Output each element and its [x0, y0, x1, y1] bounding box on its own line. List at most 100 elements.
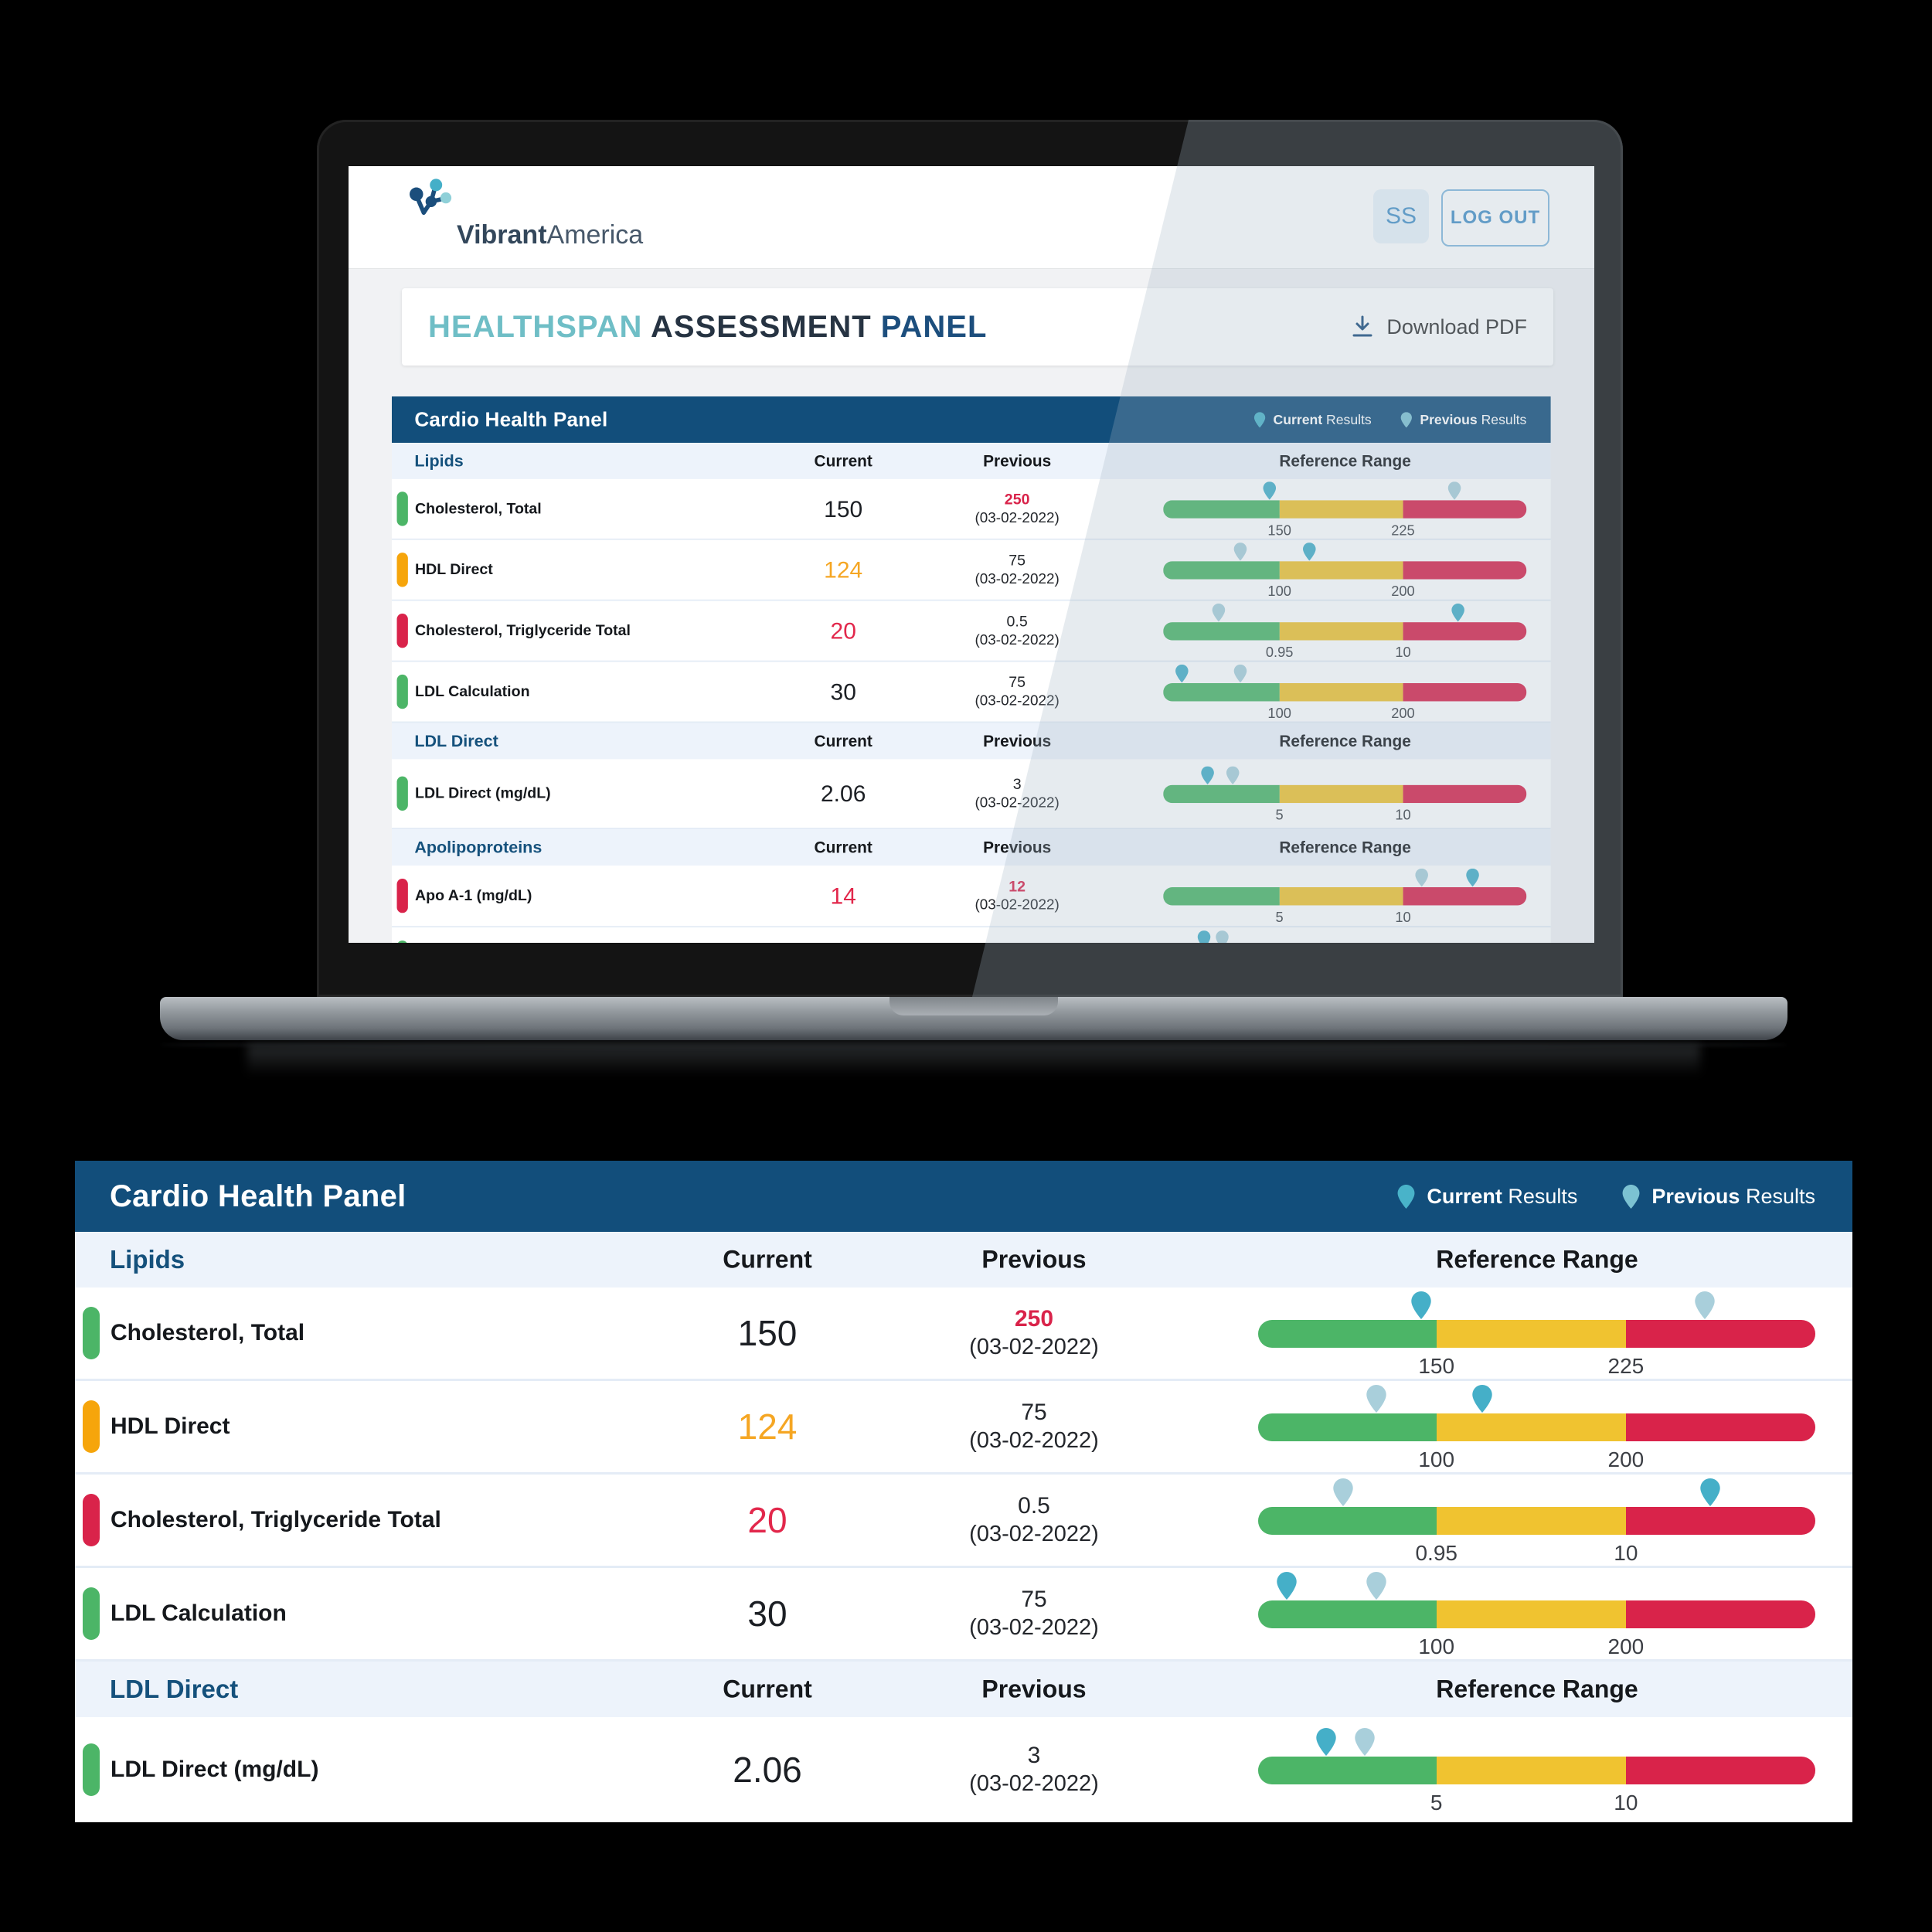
- reference-pins: [1258, 1571, 1815, 1600]
- results-legend: Current Results Previous Results: [1254, 411, 1526, 428]
- column-header-current: Current: [814, 838, 872, 856]
- column-header-ref: Reference Range: [1279, 451, 1411, 470]
- tick-label: 200: [1607, 1447, 1645, 1471]
- tick-label: 10: [1395, 644, 1411, 660]
- parameter-name: LDL Calculation: [111, 1600, 287, 1626]
- column-header-current: Current: [814, 731, 872, 750]
- yellow-segment: [1436, 1320, 1626, 1348]
- molecule-logo-icon: [410, 179, 452, 215]
- reference-ticks: 100 200: [1163, 580, 1526, 600]
- previous-date: (03-02-2022): [969, 1614, 1099, 1640]
- previous-cell: 3 (03-02-2022): [975, 775, 1059, 811]
- status-pill-green: [83, 1743, 100, 1796]
- current-value: 14: [830, 883, 856, 910]
- reference-bar: [1163, 887, 1527, 906]
- parameter-name: HDL Direct: [414, 561, 493, 578]
- previous-date: (03-02-2022): [975, 692, 1060, 709]
- reference-bar: [1163, 561, 1527, 580]
- previous-date: (03-02-2022): [975, 631, 1060, 648]
- reference-ticks: 100 200: [1163, 701, 1526, 721]
- red-segment: [1625, 1600, 1815, 1628]
- parameter-name: LDL Direct (mg/dL): [414, 784, 551, 802]
- previous-results-pin-icon: [1400, 411, 1413, 428]
- previous-result-pin-icon: [1366, 1572, 1386, 1600]
- tick-label: 10: [1395, 807, 1411, 823]
- green-segment: [1163, 500, 1280, 519]
- reference-ticks: 150 225: [1163, 519, 1526, 539]
- page-title-healthspan: HEALTHSPAN: [428, 309, 643, 344]
- reference-range: 100 200: [1258, 1571, 1815, 1658]
- download-pdf-button[interactable]: Download PDF: [1349, 314, 1527, 340]
- laptop-screen: VibrantAmerica SS LOG OUT HEALTHSPAN ASS…: [349, 166, 1594, 943]
- red-segment: [1625, 1757, 1815, 1784]
- green-segment: [1258, 1413, 1437, 1441]
- previous-result-pin-icon: [1226, 766, 1240, 785]
- reference-bar: [1163, 500, 1527, 519]
- current-result-pin-icon: [1700, 1478, 1721, 1506]
- previous-date: (03-02-2022): [969, 1334, 1099, 1359]
- reference-range: 100 200: [1258, 1384, 1815, 1471]
- brand-name: VibrantAmerica: [457, 220, 643, 250]
- previous-value: 75: [1009, 674, 1026, 691]
- previous-result-pin-icon: [1332, 1478, 1353, 1506]
- green-segment: [1163, 784, 1280, 804]
- reference-pins: [1258, 1478, 1815, 1507]
- page-title-assessment: ASSESSMENT: [651, 309, 872, 344]
- legend-previous-results: Previous Results: [1622, 1184, 1815, 1209]
- parameter-name: Cholesterol, Triglyceride Total: [111, 1507, 441, 1532]
- column-header-ref: Reference Range: [1279, 838, 1411, 856]
- tick-label: 150: [1267, 522, 1291, 539]
- red-segment: [1625, 1507, 1815, 1535]
- tick-label: 200: [1607, 1634, 1645, 1658]
- status-pill-green: [83, 1307, 100, 1359]
- previous-value: 75: [1021, 1587, 1047, 1613]
- current-value: 124: [737, 1406, 798, 1447]
- reference-range: 5 10: [1163, 868, 1527, 925]
- previous-date: (03-02-2022): [975, 794, 1060, 811]
- previous-cell: 0.5 (03-02-2022): [969, 1492, 1099, 1548]
- current-value: 2.06: [821, 780, 866, 807]
- previous-value: 15: [975, 940, 1059, 943]
- reference-range: 100 200: [1163, 664, 1527, 721]
- column-header-ref: Reference Range: [1436, 1675, 1638, 1703]
- tick-label: 225: [1607, 1354, 1645, 1378]
- green-segment: [1258, 1600, 1437, 1628]
- tick-label: 100: [1267, 583, 1291, 600]
- parameter-name: Cholesterol, Total: [414, 500, 542, 517]
- cardio-health-panel-detail: Cardio Health Panel Current Results Previo…: [75, 1161, 1852, 1822]
- previous-cell: 12 (03-02-2022): [975, 878, 1059, 914]
- yellow-segment: [1436, 1600, 1626, 1628]
- tick-label: 100: [1418, 1447, 1455, 1471]
- brand-name-light: America: [546, 220, 644, 250]
- reference-pins: [1163, 930, 1526, 943]
- tick-label: 5: [1275, 909, 1284, 925]
- tick-label: 5: [1430, 1791, 1443, 1815]
- user-avatar-button[interactable]: SS: [1373, 189, 1429, 243]
- reference-bar: [1258, 1600, 1815, 1628]
- red-segment: [1625, 1413, 1815, 1441]
- tick-label: 100: [1267, 705, 1291, 721]
- column-header-previous: Previous: [983, 838, 1052, 856]
- previous-cell: 250 (03-02-2022): [969, 1305, 1099, 1361]
- app-content: HEALTHSPAN ASSESSMENT PANEL Download PDF…: [349, 268, 1594, 943]
- status-pill-green: [83, 1587, 100, 1640]
- section-header-row: Apolipoproteins Current Previous Reference …: [392, 829, 1551, 866]
- logout-button[interactable]: LOG OUT: [1441, 189, 1549, 247]
- tick-label: 100: [1418, 1634, 1455, 1658]
- reference-bar: [1258, 1413, 1815, 1441]
- reference-pins: [1163, 766, 1526, 785]
- parameter-name: Apo A-1 (mg/dL): [414, 887, 532, 904]
- red-segment: [1625, 1320, 1815, 1348]
- section-label: LDL Direct: [110, 1675, 239, 1703]
- current-result-pin-icon: [1263, 481, 1276, 500]
- reference-bar: [1163, 682, 1527, 702]
- parameter-name: LDL Calculation: [414, 682, 530, 700]
- laptop-panel-host: Cardio Health Panel Current Results Previo…: [392, 396, 1554, 943]
- current-result-pin-icon: [1175, 664, 1189, 683]
- table-row: Apo A-1 (mg/dL) 14 12 (03-02-2022) 5 10: [392, 866, 1551, 928]
- table-row: Apo B (mg/dL)1615(03-02-2022)510: [392, 927, 1551, 943]
- previous-cell: 75 (03-02-2022): [969, 1399, 1099, 1454]
- previous-cell: 75 (03-02-2022): [975, 552, 1059, 588]
- legend-label: Current Results: [1273, 411, 1372, 427]
- green-segment: [1163, 622, 1280, 641]
